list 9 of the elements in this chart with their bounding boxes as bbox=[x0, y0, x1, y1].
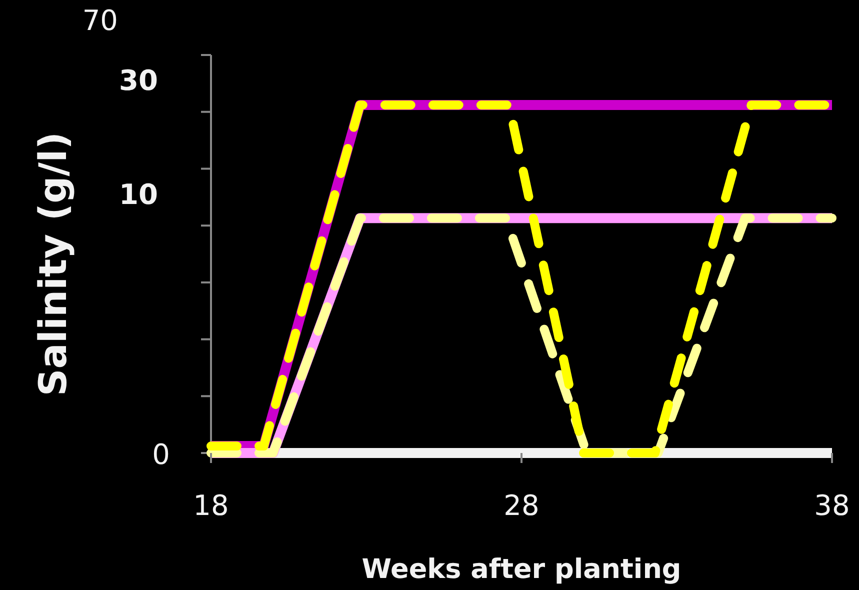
text: 30 bbox=[119, 64, 158, 97]
x-tick-label: 38 bbox=[814, 489, 850, 522]
x-axis-title: Weeks after planting bbox=[362, 554, 682, 585]
x-tick-label: 28 bbox=[504, 489, 540, 522]
x-tick-label: 18 bbox=[193, 489, 229, 522]
text: 0 bbox=[152, 438, 170, 471]
y-axis-title: Salinity (g/l) bbox=[31, 132, 75, 396]
text: 70 bbox=[82, 4, 118, 37]
text: 10 bbox=[119, 178, 158, 211]
